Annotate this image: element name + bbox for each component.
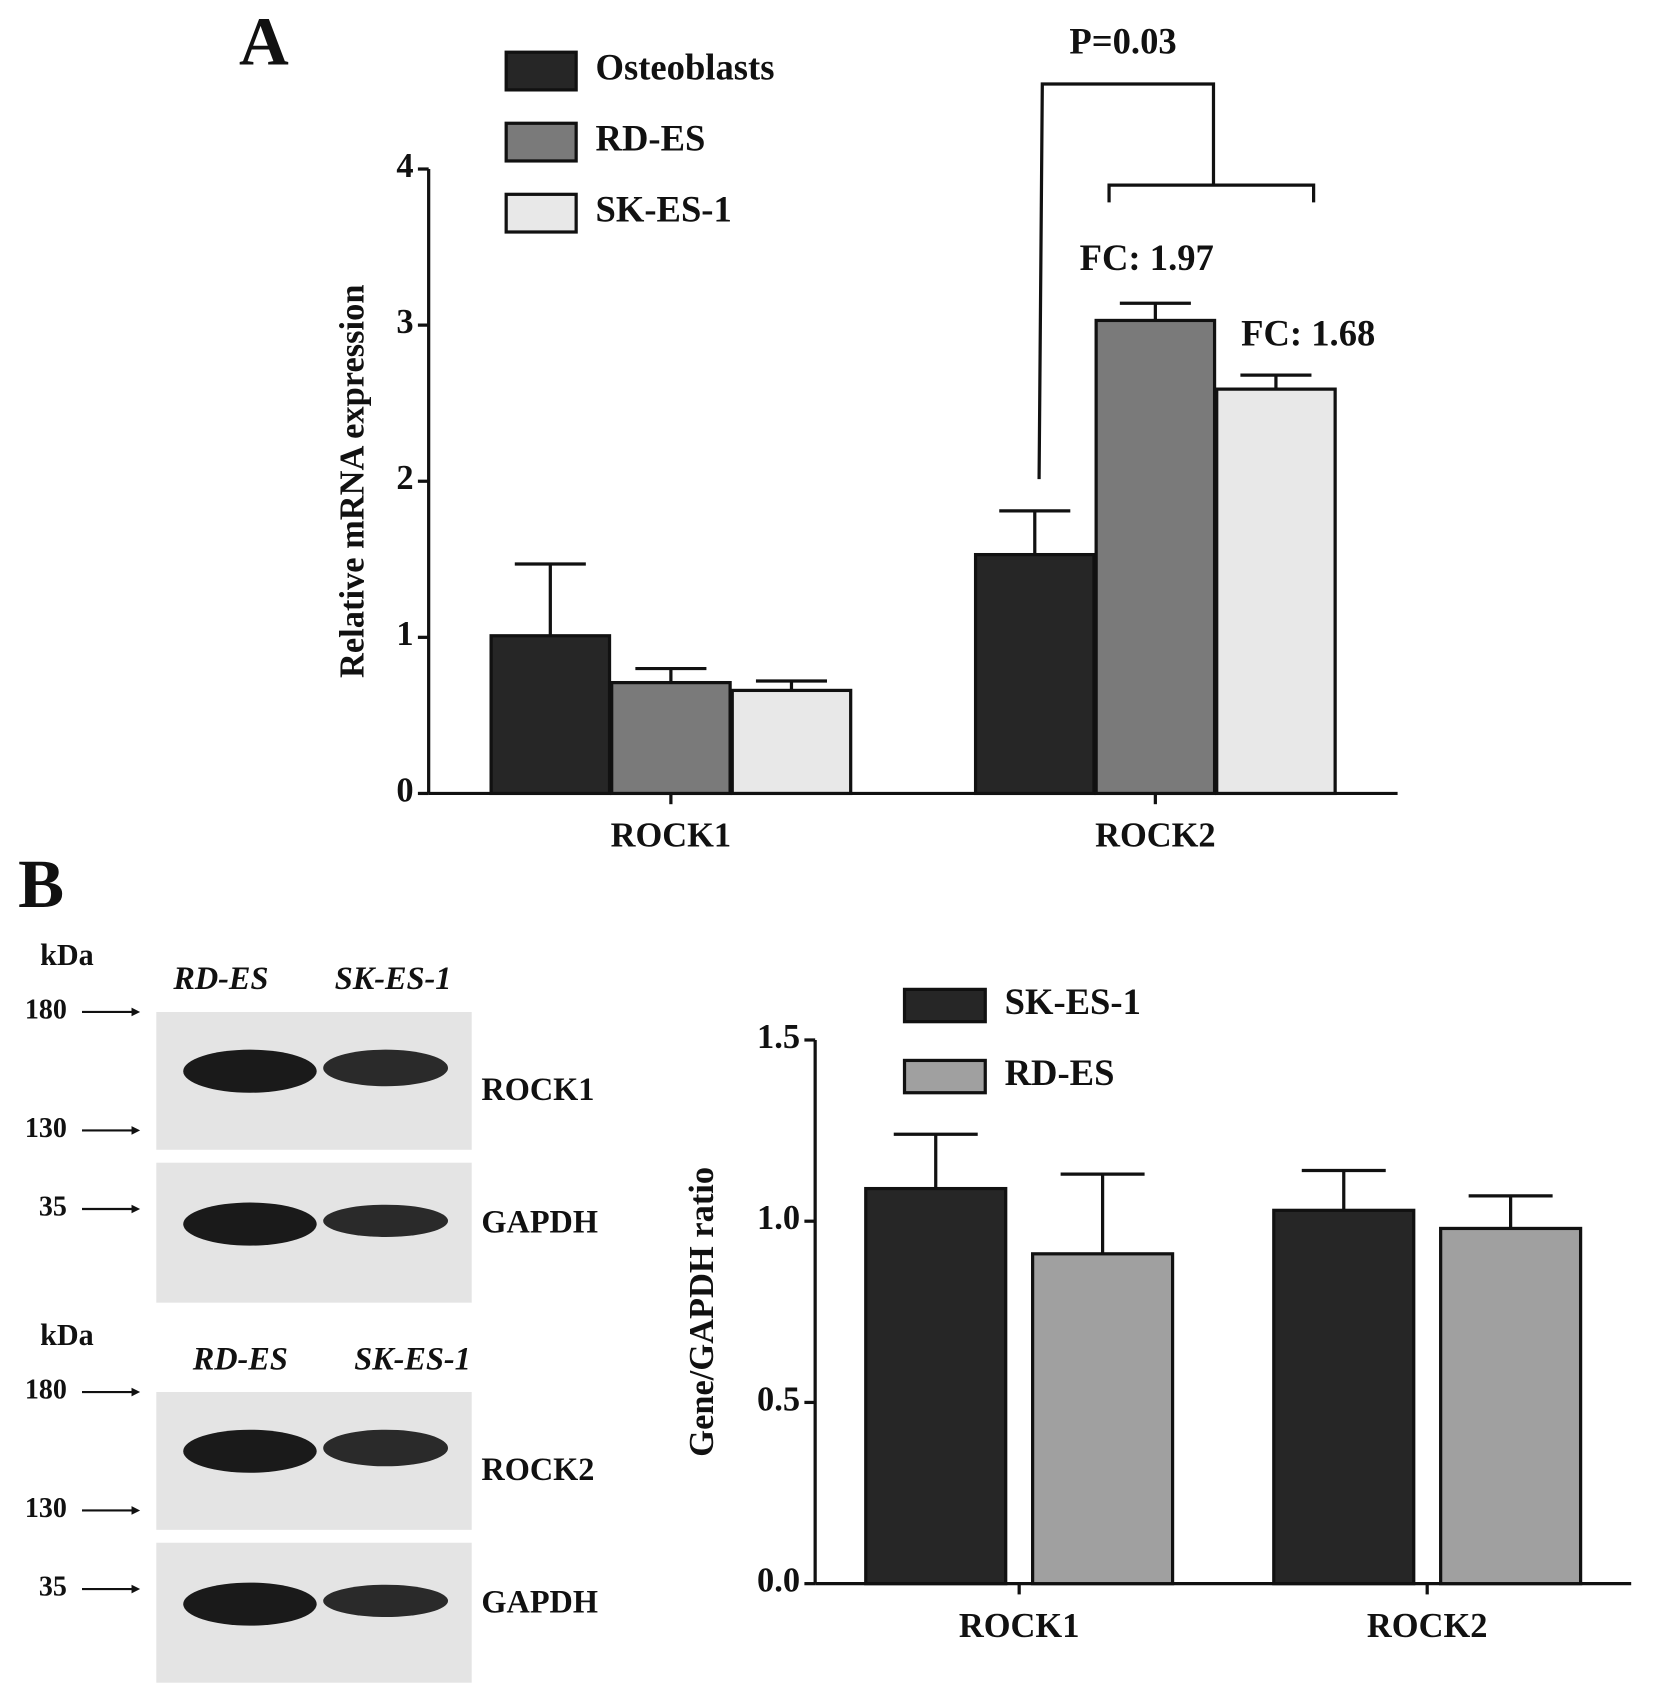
legend-swatch [902,987,987,1024]
legend-swatch [902,1058,987,1095]
bar [730,688,853,796]
x-tick-label: ROCK2 [1095,817,1216,855]
band-label: GAPDH [481,1584,598,1620]
bar [610,680,732,796]
blot-band [183,1429,317,1473]
y-axis-title: Gene/GAPDH ratio [683,1167,721,1457]
blot-band [323,1049,449,1087]
y-tick-label: 0 [396,771,413,809]
blot-band [183,1582,317,1626]
blot-unit: kDa [40,1318,94,1352]
legend-label: RD-ES [1005,1052,1115,1093]
marker-arrowhead [131,1387,141,1397]
marker-label: 130 [25,1113,67,1144]
bar [489,634,612,796]
panel-label: A [239,3,289,79]
lane-label: RD-ES [172,960,268,996]
blot-band [323,1204,449,1237]
bar [864,1186,1008,1586]
y-tick-label: 0.5 [757,1380,800,1418]
marker-arrowhead [131,1007,141,1017]
blot-band [183,1202,317,1246]
lane-label: SK-ES-1 [335,960,452,996]
bar [1094,318,1217,796]
y-tick-label: 0.0 [757,1562,800,1600]
y-axis-title: Relative mRNA expression [333,285,371,678]
marker-label: 130 [25,1493,67,1524]
bar [1272,1208,1416,1586]
blot-band [323,1584,449,1618]
x-tick-label: ROCK1 [611,817,732,855]
marker-arrowhead [131,1204,141,1214]
legend-label: SK-ES-1 [1005,981,1141,1022]
y-tick-label: 1.5 [757,1018,800,1056]
marker-arrowhead [131,1584,141,1594]
band-label: ROCK2 [481,1451,594,1487]
bar [1439,1226,1583,1586]
blot-unit: kDa [40,938,94,972]
significance-bracket [1037,82,1316,480]
legend-swatch [504,50,578,92]
annotation: FC: 1.68 [1241,312,1375,353]
legend-swatch [504,192,578,234]
band-label: GAPDH [481,1204,598,1240]
lane-label: SK-ES-1 [354,1340,471,1376]
y-tick-label: 1 [396,615,413,653]
marker-label: 35 [39,1191,67,1222]
marker-label: 180 [25,1374,67,1405]
y-tick-label: 2 [396,459,413,497]
bar [973,552,1096,796]
panel-label: B [18,846,64,922]
y-tick-label: 3 [396,303,413,341]
blot-band [183,1049,317,1093]
y-tick-label: 1.0 [757,1199,800,1237]
annotation: P=0.03 [1069,21,1176,62]
y-tick-label: 4 [396,147,413,185]
marker-label: 180 [25,994,67,1025]
x-tick-label: ROCK1 [959,1607,1080,1645]
legend-swatch [504,121,578,163]
legend-label: Osteoblasts [596,46,775,87]
blot-band [323,1429,449,1467]
bar [1215,387,1337,796]
marker-arrowhead [131,1126,141,1135]
legend-label: RD-ES [596,118,706,159]
x-tick-label: ROCK2 [1367,1607,1488,1645]
marker-arrowhead [131,1506,141,1515]
bar [1031,1252,1175,1586]
lane-label: RD-ES [192,1340,288,1376]
band-label: ROCK1 [481,1071,594,1107]
annotation: FC: 1.97 [1080,237,1214,278]
legend-label: SK-ES-1 [596,189,732,230]
marker-label: 35 [39,1571,67,1602]
